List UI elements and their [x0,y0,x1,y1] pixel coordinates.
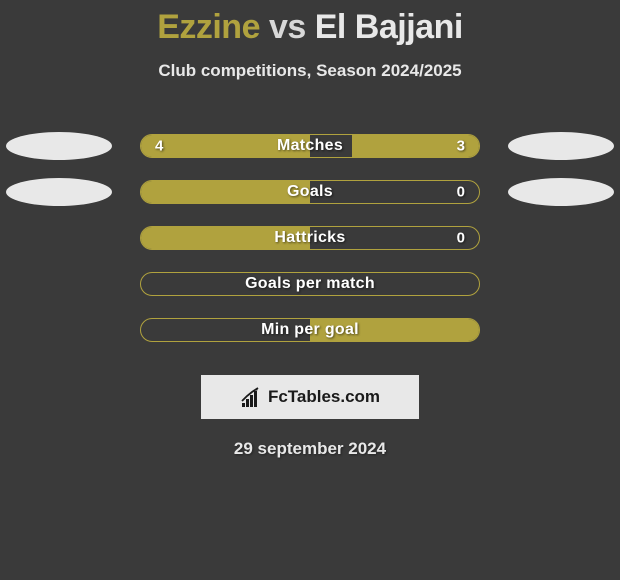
stat-row: 0 Goals [0,169,620,215]
player1-marker [6,132,112,160]
watermark-text: FcTables.com [268,387,380,407]
title: Ezzine vs El Bajjani [0,8,620,47]
stat-value-right: 0 [457,230,465,247]
stat-label: Hattricks [274,229,345,247]
stat-bar: 0 Goals [140,180,480,204]
stat-label: Goals per match [245,275,375,293]
stat-row: 0 Hattricks [0,215,620,261]
fctables-logo-icon [240,385,264,409]
stat-rows: 4 3 Matches 0 Goals 0 Hattricks Goals per match… [0,123,620,353]
watermark: FcTables.com [201,375,419,419]
stat-value-right: 0 [457,184,465,201]
subtitle: Club competitions, Season 2024/2025 [0,61,620,81]
stat-label: Min per goal [261,321,359,339]
stat-value-right: 3 [457,138,465,155]
stat-bar: 0 Hattricks [140,226,480,250]
stat-label: Goals [287,183,333,201]
comparison-infographic: Ezzine vs El Bajjani Club competitions, … [0,0,620,459]
stat-value-left: 4 [155,138,163,155]
bar-fill-left [141,181,310,203]
stat-label: Matches [277,137,343,155]
title-player1: Ezzine [157,8,260,46]
title-vs: vs [269,8,306,46]
stat-bar: 4 3 Matches [140,134,480,158]
player2-marker [508,178,614,206]
stat-row: Min per goal [0,307,620,353]
player1-marker [6,178,112,206]
player2-marker [508,132,614,160]
title-player2: El Bajjani [315,8,463,46]
stat-row: 4 3 Matches [0,123,620,169]
date: 29 september 2024 [0,439,620,459]
stat-bar: Min per goal [140,318,480,342]
stat-bar: Goals per match [140,272,480,296]
stat-row: Goals per match [0,261,620,307]
